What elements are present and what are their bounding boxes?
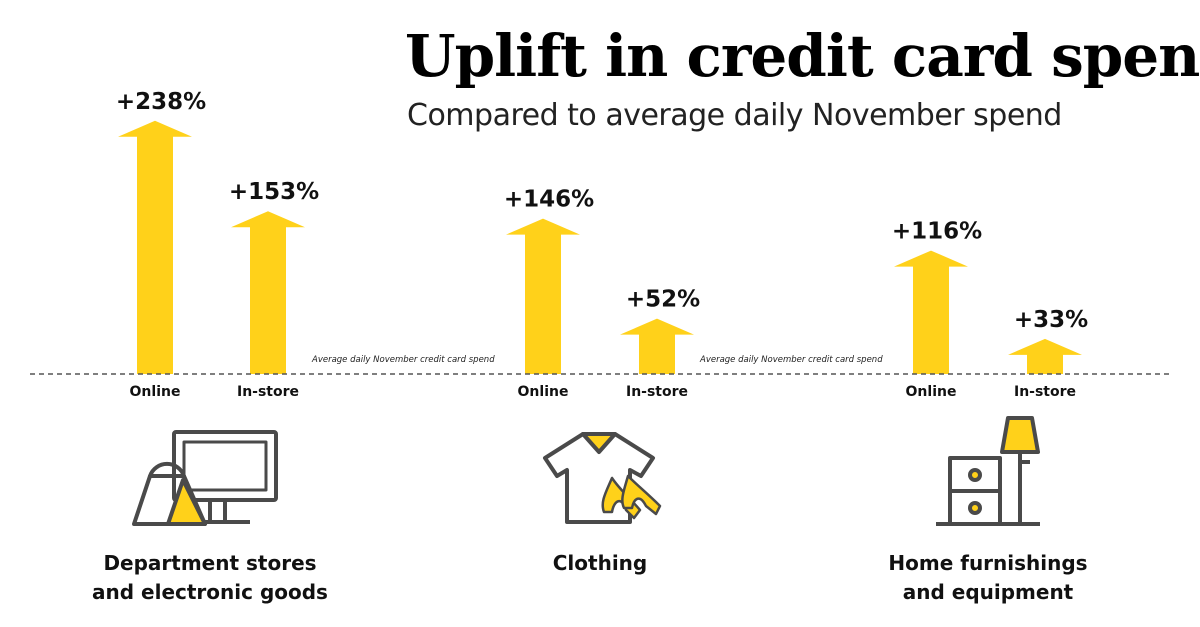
series-label-in-store-1: In-store <box>626 384 688 400</box>
value-label-in-store-2: +33% <box>1014 307 1088 333</box>
shirt-shoes-icon <box>543 432 662 524</box>
chart-title: Uplift in credit card spend <box>405 22 1200 90</box>
value-label-online-2: +116% <box>892 219 982 245</box>
arrows-layer <box>118 120 1082 374</box>
series-label-online-2: Online <box>906 384 957 400</box>
series-label-in-store-0: In-store <box>237 384 299 400</box>
value-label-in-store-1: +52% <box>626 287 700 313</box>
value-label-online-1: +146% <box>504 187 594 213</box>
series-label-in-store-2: In-store <box>1014 384 1076 400</box>
lamp-drawers-icon <box>936 416 1040 526</box>
category-label-home-furnishings: Home furnishings and equipment <box>888 551 1088 604</box>
arrow-in-store-1 <box>620 318 694 374</box>
labels-layer: +238% Online +146% Online +116% Online +153% In… <box>116 89 1088 400</box>
category-label-department-stores: Department stores and electronic goods <box>92 551 328 604</box>
value-label-in-store-0: +153% <box>229 179 319 205</box>
arrow-online-2 <box>894 250 968 374</box>
baseline-label-1: Average daily November credit card spend <box>311 355 495 365</box>
arrow-online-1 <box>506 218 580 374</box>
arrow-online-0 <box>118 120 192 374</box>
value-label-online-0: +238% <box>116 89 206 115</box>
chart-subtitle: Compared to average daily November spend <box>407 98 1062 133</box>
arrow-in-store-2 <box>1008 338 1082 374</box>
category-label-clothing: Clothing <box>552 551 648 575</box>
series-label-online-0: Online <box>130 384 181 400</box>
monitor-shopping-bag-icon <box>132 430 278 526</box>
series-label-online-1: Online <box>518 384 569 400</box>
baseline-label-2: Average daily November credit card spend <box>699 355 883 365</box>
arrow-in-store-0 <box>231 211 305 374</box>
